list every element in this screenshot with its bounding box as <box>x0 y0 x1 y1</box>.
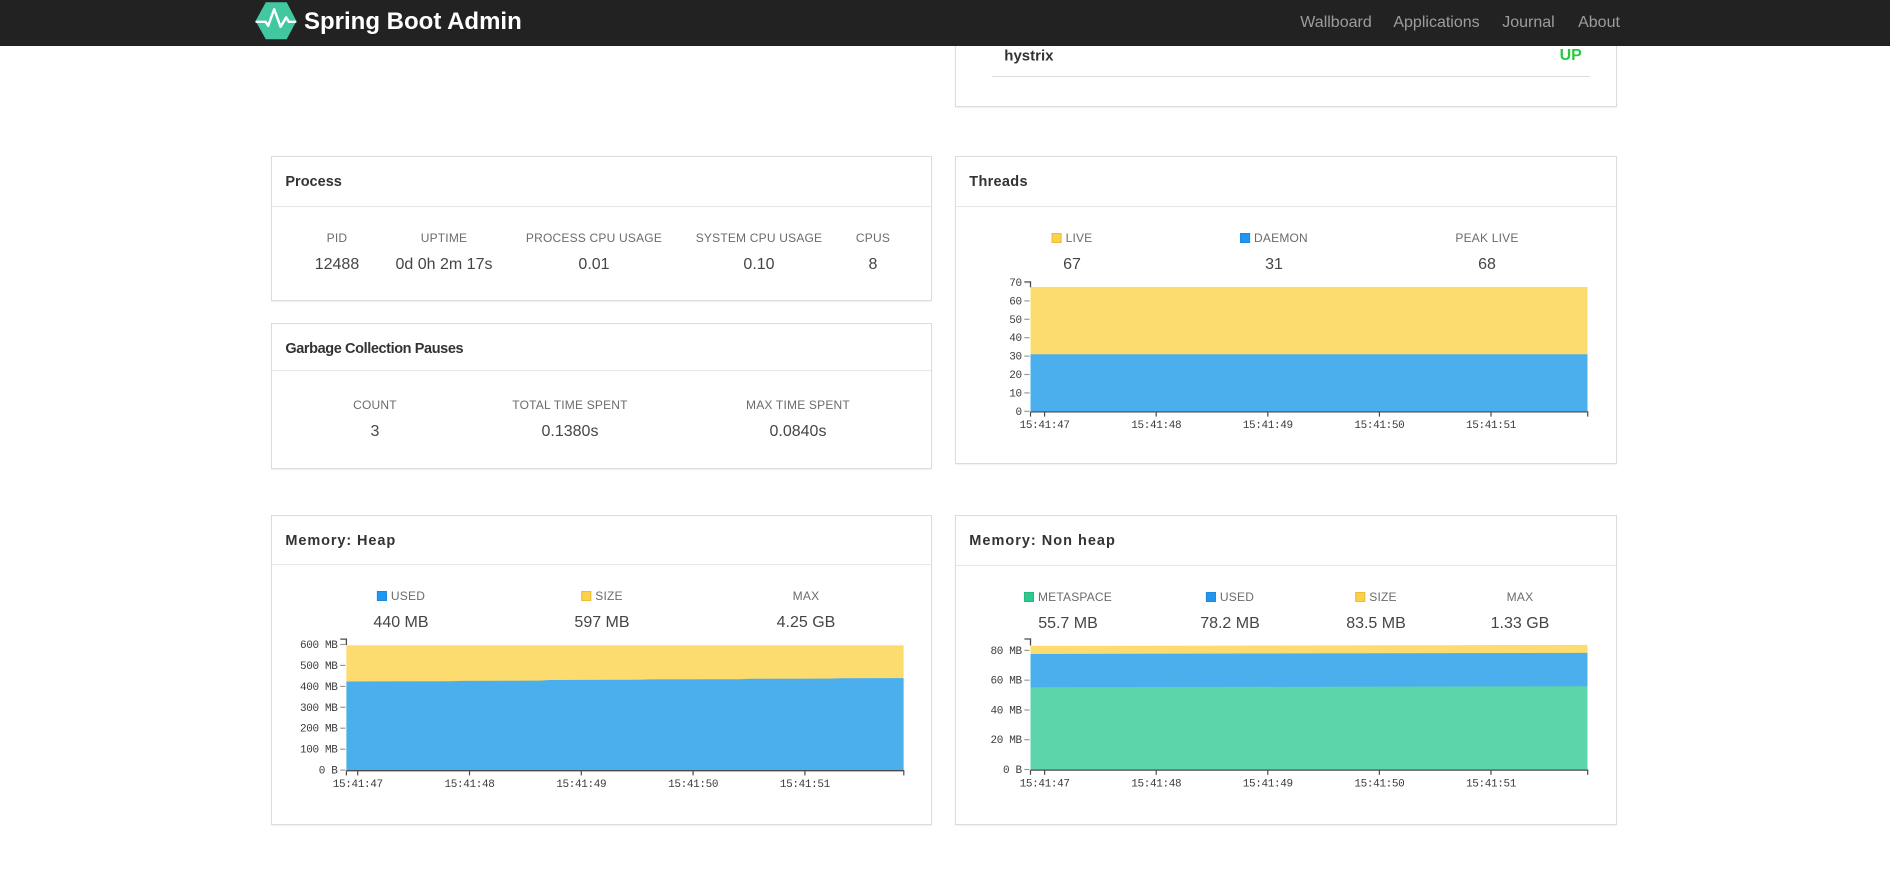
svg-text:500 MB: 500 MB <box>300 661 338 673</box>
svg-text:15:41:48: 15:41:48 <box>1131 420 1181 432</box>
svg-text:15:41:50: 15:41:50 <box>1354 420 1404 432</box>
svg-text:15:41:48: 15:41:48 <box>444 779 494 791</box>
svg-text:400 MB: 400 MB <box>300 682 338 694</box>
svg-text:60: 60 <box>1009 296 1022 308</box>
svg-text:40 MB: 40 MB <box>991 706 1023 718</box>
svg-text:0 B: 0 B <box>319 766 339 778</box>
svg-text:0 B: 0 B <box>1003 765 1023 777</box>
svg-text:100 MB: 100 MB <box>300 745 338 757</box>
svg-text:15:41:49: 15:41:49 <box>556 779 606 791</box>
svg-text:15:41:51: 15:41:51 <box>1466 420 1517 432</box>
svg-text:10: 10 <box>1009 388 1022 400</box>
svg-text:15:41:51: 15:41:51 <box>1466 779 1517 791</box>
svg-text:15:41:51: 15:41:51 <box>780 779 831 791</box>
svg-text:200 MB: 200 MB <box>300 724 338 736</box>
svg-text:15:41:47: 15:41:47 <box>333 779 383 791</box>
svg-text:15:41:50: 15:41:50 <box>668 779 718 791</box>
svg-text:80 MB: 80 MB <box>991 646 1023 658</box>
svg-text:50: 50 <box>1009 315 1022 327</box>
svg-text:15:41:47: 15:41:47 <box>1020 420 1070 432</box>
svg-text:15:41:49: 15:41:49 <box>1243 420 1293 432</box>
svg-text:60 MB: 60 MB <box>991 676 1023 688</box>
svg-text:70: 70 <box>1009 278 1022 290</box>
svg-text:600 MB: 600 MB <box>300 640 338 652</box>
svg-text:300 MB: 300 MB <box>300 703 338 715</box>
svg-text:20: 20 <box>1009 370 1022 382</box>
svg-text:20 MB: 20 MB <box>991 735 1023 747</box>
svg-text:15:41:47: 15:41:47 <box>1020 779 1070 791</box>
svg-text:15:41:48: 15:41:48 <box>1131 779 1181 791</box>
svg-text:40: 40 <box>1009 333 1022 345</box>
svg-text:15:41:49: 15:41:49 <box>1243 779 1293 791</box>
svg-text:15:41:50: 15:41:50 <box>1354 779 1404 791</box>
svg-text:0: 0 <box>1016 407 1022 419</box>
svg-text:30: 30 <box>1009 352 1022 364</box>
